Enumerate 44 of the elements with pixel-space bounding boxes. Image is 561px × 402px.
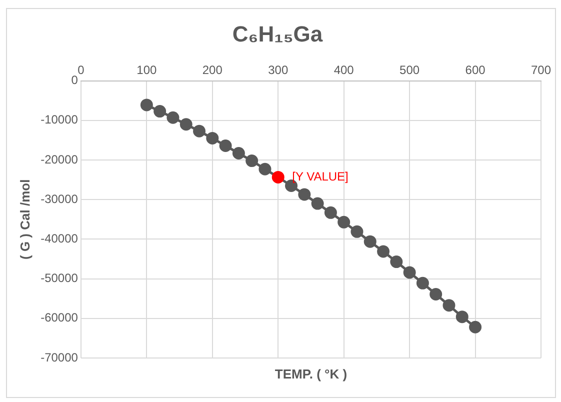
point: [140, 98, 153, 112]
point: [364, 235, 376, 248]
annotation: [Y VALUE]: [292, 170, 348, 184]
y-tick-label: -70000: [40, 350, 78, 364]
x-tick-label: 600: [465, 62, 486, 77]
y-tick-label: -60000: [40, 310, 78, 325]
x-tick-label: 700: [530, 62, 552, 77]
y-tick-label: 0: [71, 73, 78, 88]
point: [258, 162, 272, 176]
point: [456, 310, 468, 324]
point: [246, 154, 258, 168]
point: [338, 216, 350, 228]
x-tick-label: 500: [400, 62, 420, 77]
x-tick-label: 100: [136, 62, 158, 77]
point: [416, 276, 429, 290]
point: [390, 256, 403, 268]
point: [311, 197, 324, 210]
y-tick-label: -30000: [40, 192, 78, 206]
y-tick-label: -20000: [40, 152, 78, 166]
y-tick-label: -40000: [40, 232, 78, 246]
x-tick-label: 400: [334, 62, 354, 77]
point: [324, 206, 337, 219]
point: [219, 139, 232, 152]
point: [403, 266, 416, 279]
chart-title: C₆H₁₅Ga: [232, 21, 324, 46]
y-axis-title: ( G ) Cal /mol: [17, 179, 32, 260]
point: [350, 225, 364, 238]
point: [154, 105, 166, 118]
point: [298, 188, 311, 201]
point: [442, 299, 456, 312]
point: [469, 320, 482, 334]
point: [232, 147, 245, 160]
y-tick-label: -10000: [40, 112, 78, 127]
point: [166, 111, 180, 124]
point: [180, 118, 192, 131]
point: [430, 288, 442, 300]
x-tick-label: 200: [202, 62, 223, 77]
point: [272, 170, 284, 184]
point: [193, 124, 206, 138]
point: [377, 245, 390, 258]
x-tick-label: 300: [268, 62, 288, 77]
x-axis-title: TEMP. ( °K ): [274, 366, 348, 382]
y-tick-label: -50000: [40, 271, 78, 286]
point: [206, 132, 219, 144]
